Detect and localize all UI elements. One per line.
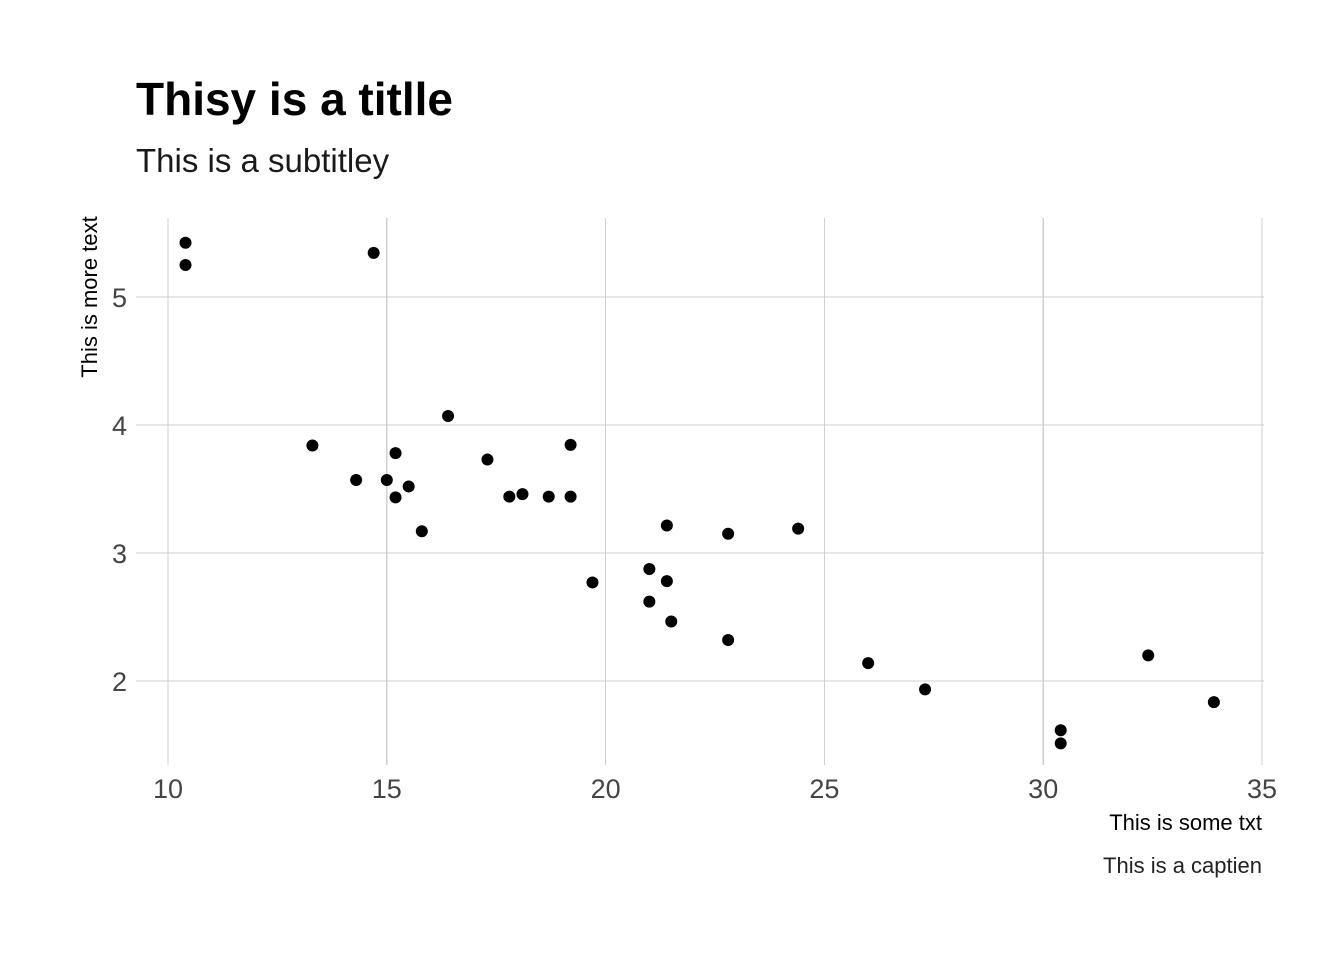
- data-point: [660, 575, 673, 588]
- data-point: [586, 576, 599, 589]
- data-point: [660, 519, 673, 532]
- data-point: [179, 259, 192, 271]
- data-point: [1142, 649, 1155, 662]
- data-point: [1054, 737, 1067, 750]
- data-point: [481, 453, 494, 466]
- y-tick-label: 4: [112, 411, 127, 441]
- x-tick-label: 25: [809, 774, 839, 804]
- data-point: [442, 410, 455, 423]
- data-point: [643, 563, 656, 575]
- x-tick-label: 20: [591, 774, 621, 804]
- data-point: [350, 474, 363, 487]
- data-point: [503, 490, 516, 503]
- x-tick-label: 35: [1247, 774, 1277, 804]
- y-tick-label: 5: [112, 283, 127, 313]
- data-point: [722, 634, 735, 647]
- chart-caption: This is a captien: [1103, 853, 1262, 878]
- data-point: [542, 490, 555, 503]
- chart-subtitle: This is a subtitley: [136, 142, 390, 179]
- data-point: [919, 683, 932, 696]
- data-point: [516, 488, 529, 501]
- data-points: [179, 236, 1220, 750]
- data-point: [306, 439, 319, 452]
- x-tick-label: 15: [372, 774, 402, 804]
- data-point: [415, 525, 428, 538]
- data-point: [389, 447, 402, 460]
- data-point: [564, 490, 577, 503]
- data-point: [1207, 696, 1220, 709]
- data-point: [722, 527, 735, 540]
- y-tick-label: 2: [112, 667, 127, 697]
- data-point: [402, 480, 415, 493]
- grid-lines: [136, 218, 1264, 765]
- tick-labels: 10 15 20 25 30 35 2 3 4 5: [112, 283, 1277, 804]
- x-tick-label: 10: [153, 774, 183, 804]
- data-point: [665, 615, 678, 628]
- data-point: [389, 491, 402, 504]
- data-point: [792, 522, 805, 535]
- data-point: [179, 236, 192, 249]
- data-point: [1054, 724, 1067, 737]
- x-axis-title: This is some txt: [1109, 810, 1262, 835]
- data-point: [862, 657, 875, 670]
- chart-title: Thisy is a titlle: [136, 73, 453, 125]
- y-axis-title: This is more text: [77, 216, 102, 377]
- data-point: [380, 474, 393, 487]
- x-tick-label: 30: [1028, 774, 1058, 804]
- y-tick-label: 3: [112, 539, 127, 569]
- data-point: [367, 246, 380, 259]
- data-point: [564, 438, 577, 451]
- data-point: [643, 595, 656, 608]
